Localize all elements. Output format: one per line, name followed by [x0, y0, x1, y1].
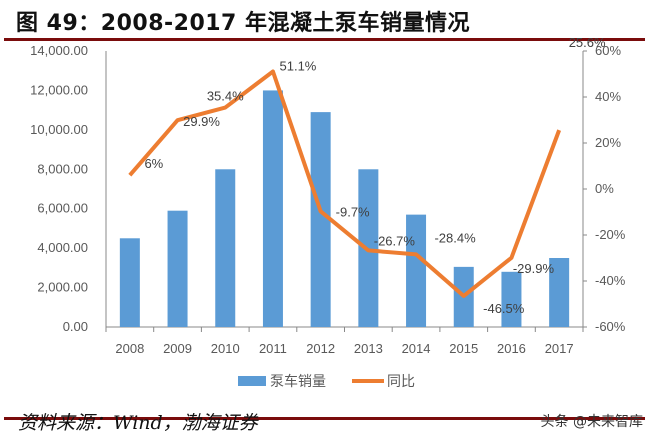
- data-label: 29.9%: [183, 114, 220, 129]
- watermark: 头条 @未来智库: [540, 414, 643, 430]
- x-tick-label: 2009: [163, 341, 192, 356]
- left-tick-label: 4,000.00: [37, 240, 88, 255]
- data-label: -26.7%: [374, 233, 416, 248]
- bar-2009: [167, 210, 188, 327]
- left-tick-label: 10,000.00: [30, 122, 88, 137]
- bar-2010: [215, 169, 236, 327]
- left-tick-label: 14,000.00: [30, 43, 88, 58]
- x-tick-label: 2010: [211, 341, 240, 356]
- data-label: -46.5%: [483, 301, 525, 316]
- bar-2012: [310, 112, 331, 327]
- data-label: -28.4%: [434, 230, 476, 245]
- right-tick-label: -60%: [595, 319, 626, 334]
- left-tick-label: 6,000.00: [37, 201, 88, 216]
- data-label: 51.1%: [280, 58, 317, 73]
- data-label: 6%: [144, 156, 163, 171]
- x-tick-label: 2011: [259, 341, 287, 356]
- bar-2011: [262, 90, 283, 327]
- x-tick-label: 2015: [449, 341, 478, 356]
- yoy-line: [128, 69, 562, 298]
- legend-bar-label: 泵车销量: [270, 373, 326, 389]
- right-tick-label: 20%: [595, 135, 621, 150]
- left-tick-label: 12,000.00: [30, 82, 88, 97]
- right-tick-label: 60%: [595, 43, 621, 58]
- x-tick-label: 2014: [402, 341, 431, 356]
- bar-2016: [501, 271, 522, 327]
- bottom-rule: [4, 417, 645, 420]
- chart: 0.00 2,000.00 4,000.00 6,000.00 8,000.00 10,0…: [30, 35, 626, 389]
- top-rule: [4, 38, 645, 41]
- data-label: -29.9%: [513, 261, 555, 276]
- bar-2017: [549, 258, 570, 327]
- left-tick-label: 2,000.00: [37, 280, 88, 295]
- legend-bar-swatch: [238, 376, 266, 386]
- legend-line-label: 同比: [387, 373, 415, 389]
- x-tick-label: 2016: [497, 341, 526, 356]
- right-tick-label: -40%: [595, 273, 626, 288]
- x-tick-label: 2013: [354, 341, 383, 356]
- data-label: 35.4%: [207, 89, 244, 104]
- source-note: 资料来源：Wind，渤海证券: [18, 412, 258, 434]
- data-label: 25.6%: [569, 35, 606, 50]
- x-tick-label: 2008: [115, 341, 144, 356]
- left-tick-label: 0.00: [63, 319, 88, 334]
- right-tick-label: 40%: [595, 89, 621, 104]
- bar-2014: [406, 214, 427, 327]
- left-tick-label: 8,000.00: [37, 161, 88, 176]
- x-tick-label: 2017: [545, 341, 574, 356]
- figure-title: 图 49：2008-2017 年混凝土泵车销量情况: [16, 11, 471, 36]
- data-label: -9.7%: [336, 204, 370, 219]
- right-tick-label: -20%: [595, 227, 626, 242]
- x-tick-label: 2012: [306, 341, 335, 356]
- right-tick-label: 0%: [595, 181, 614, 196]
- bar-2008: [119, 238, 140, 327]
